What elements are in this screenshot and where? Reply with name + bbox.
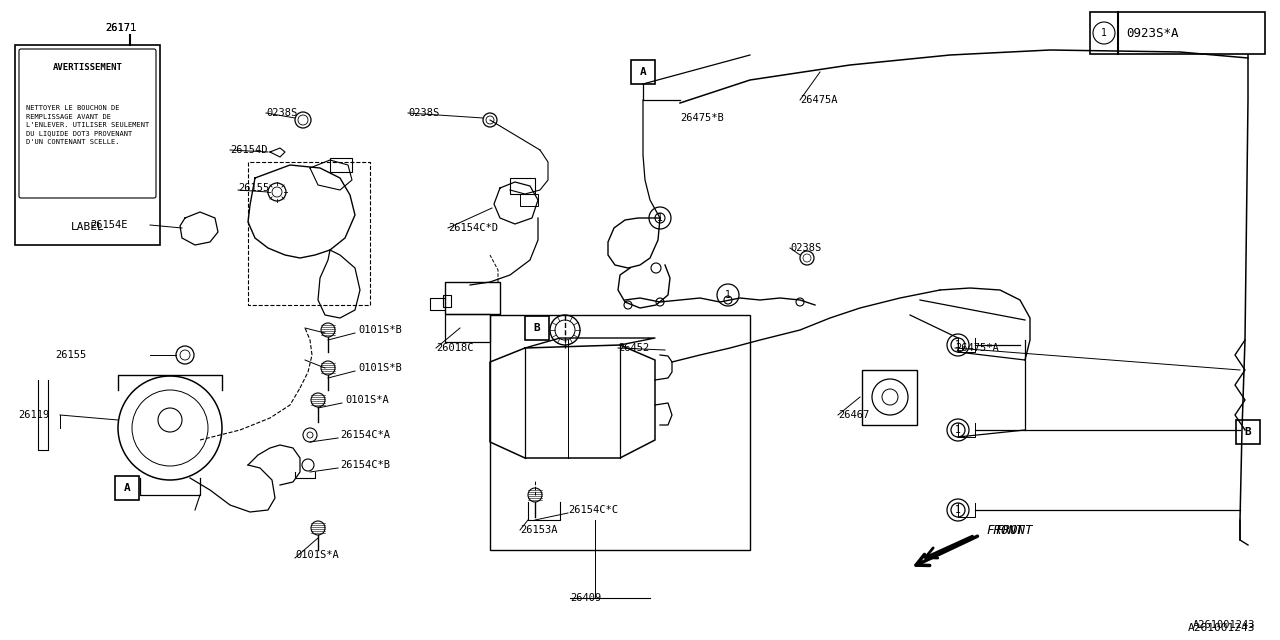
Text: 1: 1	[955, 340, 961, 350]
Text: 26154C*A: 26154C*A	[340, 430, 390, 440]
Text: 0101S*A: 0101S*A	[294, 550, 339, 560]
Text: 26153A: 26153A	[520, 525, 558, 535]
Text: 26154C*B: 26154C*B	[340, 460, 390, 470]
Bar	[330, 158, 352, 172]
Text: AVERTISSEMENT: AVERTISSEMENT	[52, 63, 123, 72]
Bar	[509, 178, 535, 194]
Text: A261001243: A261001243	[1193, 620, 1254, 630]
Text: 1: 1	[1101, 28, 1107, 38]
Text: 26154E: 26154E	[90, 220, 128, 230]
Text: 0101S*A: 0101S*A	[346, 395, 389, 405]
Text: 0238S: 0238S	[408, 108, 439, 118]
Bar	[445, 282, 500, 314]
Text: 1: 1	[955, 425, 961, 435]
Bar	[443, 295, 451, 307]
Text: 26475*A: 26475*A	[955, 343, 998, 353]
Bar	[1236, 420, 1260, 444]
Text: 26154C*D: 26154C*D	[448, 223, 498, 233]
Text: 26475*B: 26475*B	[680, 113, 723, 123]
Text: 26018C: 26018C	[436, 343, 474, 353]
Text: 26154D: 26154D	[230, 145, 268, 155]
Bar	[115, 476, 140, 500]
Bar	[1091, 12, 1265, 54]
Text: 26154C*C: 26154C*C	[568, 505, 618, 515]
Text: 26155: 26155	[238, 183, 269, 193]
Bar	[445, 314, 490, 342]
Text: A: A	[124, 483, 131, 493]
Bar	[490, 315, 750, 550]
Text: 1: 1	[724, 290, 731, 300]
Text: 26409: 26409	[570, 593, 602, 603]
Text: 0238S: 0238S	[266, 108, 297, 118]
Text: 26171: 26171	[105, 23, 136, 33]
Bar	[520, 194, 538, 206]
Text: 26452: 26452	[618, 343, 649, 353]
Text: 26171: 26171	[105, 23, 136, 33]
Text: LABEL: LABEL	[70, 222, 105, 232]
Text: FRONT: FRONT	[995, 524, 1033, 536]
Text: 0101S*B: 0101S*B	[358, 363, 402, 373]
Bar	[861, 370, 916, 425]
Text: 26467: 26467	[838, 410, 869, 420]
Text: A: A	[640, 67, 646, 77]
Bar	[631, 60, 655, 84]
Bar	[525, 316, 549, 340]
Text: 26155: 26155	[55, 350, 86, 360]
Text: NETTOYER LE BOUCHON DE
REMPLISSAGE AVANT DE
L'ENLEVER. UTILISER SEULEMENT
DU LIQ: NETTOYER LE BOUCHON DE REMPLISSAGE AVANT…	[26, 105, 150, 145]
Text: 26119: 26119	[18, 410, 49, 420]
Text: 1: 1	[657, 213, 663, 223]
FancyBboxPatch shape	[19, 49, 156, 198]
Text: 26475A: 26475A	[800, 95, 837, 105]
Text: 0238S: 0238S	[790, 243, 822, 253]
Text: 1: 1	[955, 505, 961, 515]
Text: A261001243: A261001243	[1188, 623, 1254, 633]
Text: 0923S*A: 0923S*A	[1126, 26, 1179, 40]
Text: 0101S*B: 0101S*B	[358, 325, 402, 335]
Text: B: B	[534, 323, 540, 333]
Bar	[15, 45, 160, 245]
Text: B: B	[1244, 427, 1252, 437]
Text: FRONT: FRONT	[986, 524, 1024, 536]
